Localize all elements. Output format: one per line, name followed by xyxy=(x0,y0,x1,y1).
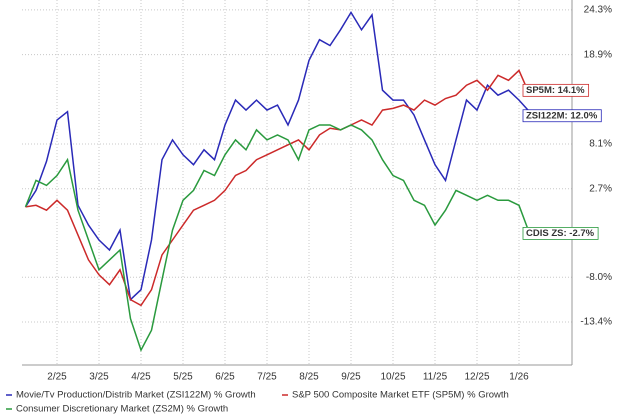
y-tick-label: -8.0% xyxy=(586,272,612,283)
end-label-box xyxy=(522,227,599,240)
end-label-box xyxy=(522,109,602,123)
x-tick-label: 5/25 xyxy=(173,372,193,383)
x-tick-label: 7/25 xyxy=(257,372,277,383)
legend-label: Consumer Discretionary Market (ZS2M) % G… xyxy=(16,404,228,415)
series-line xyxy=(24,10,531,302)
x-tick-label: 12/25 xyxy=(464,372,489,383)
legend-label: S&P 500 Composite Market ETF (SP5M) % Gr… xyxy=(292,390,509,401)
end-label-text: CDIS ZS: -2.7% xyxy=(526,228,595,239)
x-tick-label: 3/25 xyxy=(89,372,109,383)
y-tick-label: 2.7% xyxy=(589,183,612,194)
x-tick-label: 11/25 xyxy=(423,372,448,383)
end-label-text: SP5M: 14.1% xyxy=(526,85,585,96)
end-label: SP5M: 14.1% xyxy=(522,83,590,97)
end-label-text: ZSI122M: 12.0% xyxy=(526,110,598,121)
y-tick-label: 18.9% xyxy=(584,49,612,60)
y-tick-label: 24.3% xyxy=(584,5,612,16)
x-tick-label: 2/25 xyxy=(47,372,67,383)
series-line xyxy=(25,69,531,307)
end-label: CDIS ZS: -2.7% xyxy=(522,227,599,240)
end-label-box xyxy=(522,83,590,97)
x-tick-label: 6/25 xyxy=(215,372,235,383)
x-tick-label: 9/25 xyxy=(341,372,361,383)
x-tick-label: 1/26 xyxy=(509,372,529,383)
y-tick-label: -13.4% xyxy=(580,317,612,328)
legend-label: Movie/Tv Production/Distrib Market (ZSI1… xyxy=(16,390,256,401)
x-tick-label: 8/25 xyxy=(299,372,319,383)
y-tick-label: 8.1% xyxy=(589,139,612,150)
series-line xyxy=(24,124,531,353)
x-tick-label: 4/25 xyxy=(131,372,151,383)
x-tick-label: 10/25 xyxy=(380,372,405,383)
end-label: ZSI122M: 12.0% xyxy=(522,109,602,123)
